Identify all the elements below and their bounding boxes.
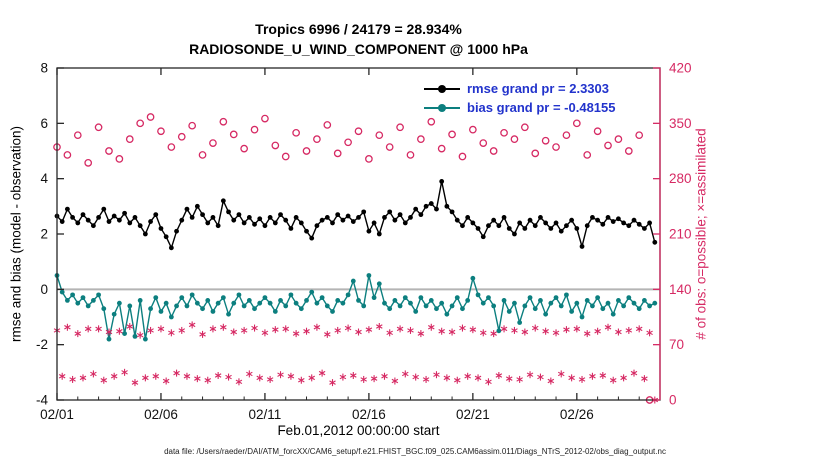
y-left-tick-label: 4 [40,171,48,186]
y-left-tick-label: 6 [40,116,48,131]
chart-title-line1: Tropics 6996 / 24179 = 28.934% [255,21,462,37]
y-left-tick-label: -4 [36,393,48,408]
y-axis-left: -4 -2 0 2 4 6 8 [36,61,64,408]
x-tick-label: 02/16 [352,407,386,422]
legend-line-sample-bias [424,101,460,115]
y-axis-label-right: # of obs: o=possible; ×=assimilated [693,128,709,340]
series-assimilated-obs [53,321,659,404]
series-rmse [54,179,658,251]
y-axis-right: 0 70 140 210 280 350 420 [653,61,692,408]
y-left-tick-label: 2 [40,227,48,242]
x-tick-label: 02/01 [40,407,74,422]
x-tick-label: 02/26 [560,407,594,422]
legend-item-rmse: rmse grand pr = 2.3303 [424,79,615,98]
y-right-tick-label: 0 [669,393,677,408]
x-tick-label: 02/06 [144,407,178,422]
x-axis-label: Feb.01,2012 00:00:00 start [277,423,440,438]
y-left-tick-label: -2 [36,337,48,352]
y-right-tick-label: 210 [669,227,692,242]
chart-title-line2: RADIOSONDE_U_WIND_COMPONENT @ 1000 hPa [189,41,528,57]
legend-line-sample-rmse [424,82,460,96]
legend: rmse grand pr = 2.3303 bias grand pr = -… [424,79,615,117]
y-right-tick-label: 420 [669,61,692,76]
y-left-tick-label: 8 [40,61,48,76]
y-right-tick-label: 280 [669,171,692,186]
data-file-caption: data file: /Users/raeder/DAI/ATM_forcXX/… [164,447,666,456]
y-right-tick-label: 350 [669,116,692,131]
series-bias [54,273,658,342]
y-right-tick-label: 70 [669,337,684,352]
legend-label-rmse: rmse grand pr = 2.3303 [467,81,609,96]
y-left-tick-label: 0 [40,282,48,297]
y-axis-label-left: rmse and bias (model - observation) [8,125,24,343]
x-tick-label: 02/11 [249,407,282,422]
legend-item-bias: bias grand pr = -0.48155 [424,98,615,117]
x-axis: 02/01 02/06 02/11 02/16 02/21 02/26 [40,68,640,422]
y-right-tick-label: 140 [669,282,692,297]
legend-label-bias: bias grand pr = -0.48155 [467,100,616,115]
x-tick-label: 02/21 [456,407,490,422]
series-possible-obs [53,113,654,404]
